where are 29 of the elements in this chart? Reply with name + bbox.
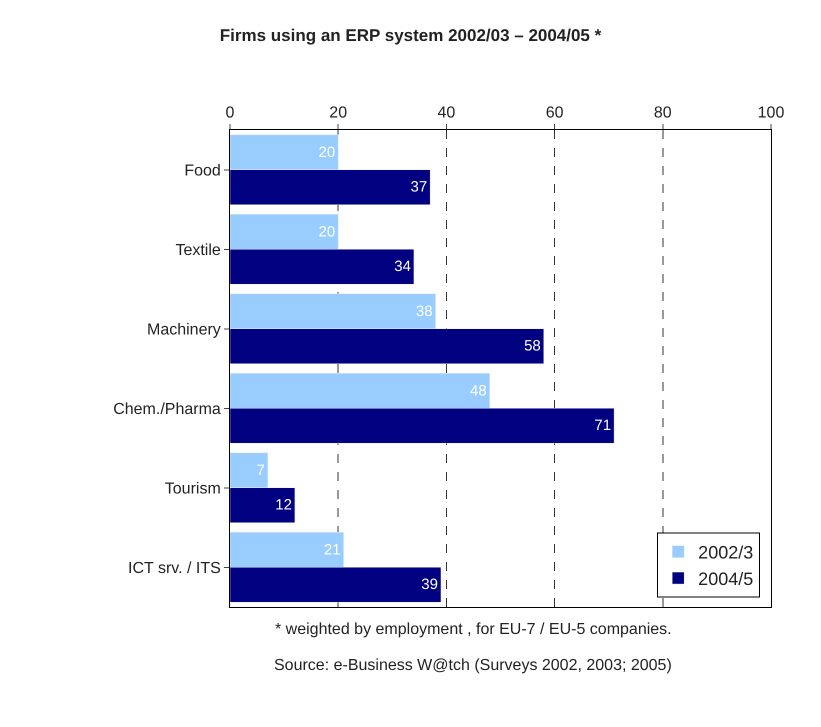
data-label: 39 [421,576,438,594]
data-label: 38 [416,302,433,320]
x-tick-label: 80 [654,104,672,122]
legend-label: 2002/3 [698,542,754,563]
y-tick-label: ICT srv. / ITS [128,560,221,577]
x-tick-label: 100 [758,104,784,122]
y-tick-label: Machinery [146,321,221,338]
data-label: 21 [324,541,341,558]
data-label: 7 [256,462,265,479]
x-tick-label: 40 [438,104,456,122]
source-note: Source: e-Business W@tch (Surveys 2002, 2003; 2005) [274,657,672,674]
data-label: 34 [394,258,411,276]
x-tick-label: 0 [226,104,235,122]
y-tick-label: Tourism [164,480,221,498]
data-label: 48 [470,382,487,400]
legend-label: 2004/5 [698,569,754,590]
data-label: 71 [594,417,612,434]
chart-title: Firms using an ERP system 2002/03 – 2004/05 * [220,26,602,45]
data-label: 37 [410,178,428,196]
x-tick-label: 60 [546,104,564,122]
y-tick-label: Chem./Pharma [113,400,221,418]
text: * weighted by employment , for EU-7 / EU-5 companies. [275,621,672,638]
data-label: 12 [275,496,292,514]
x-tick-label: 20 [329,104,348,122]
data-label: 58 [524,338,541,355]
data-label: 20 [318,144,336,161]
data-label: 20 [318,223,336,240]
y-tick-label: Food [184,162,221,180]
y-tick-label: Textile [175,242,221,259]
